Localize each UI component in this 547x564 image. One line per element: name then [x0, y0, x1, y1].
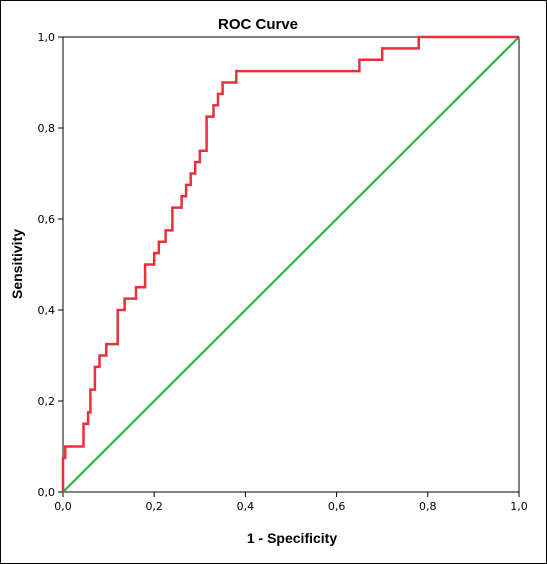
- y-tick-label: 0,0: [38, 486, 56, 499]
- x-tick-label: 0,8: [419, 500, 437, 513]
- x-tick-label: 0,6: [328, 500, 346, 513]
- y-tick-label: 0,4: [38, 304, 56, 317]
- x-tick-label: 0,4: [237, 500, 255, 513]
- y-tick-label: 0,8: [38, 122, 56, 135]
- reference-diagonal-line: [62, 36, 520, 493]
- y-tick-label: 1,0: [38, 31, 56, 44]
- series-group: [61, 35, 520, 493]
- plot-area: [62, 36, 520, 493]
- chart-title: ROC Curve: [218, 16, 298, 33]
- y-tick-label: 0,6: [38, 213, 56, 226]
- y-axis: 0,0 0,2 0,4 0,6 0,8 1,0: [38, 31, 63, 499]
- y-tick-label: 0,2: [38, 395, 56, 408]
- x-tick-label: 0,0: [54, 500, 72, 513]
- y-axis-label: Sensitivity: [9, 229, 25, 299]
- roc-curve-line: [61, 35, 519, 492]
- x-axis-label: 1 - Specificity: [247, 530, 337, 546]
- x-tick-label: 0,2: [145, 500, 163, 513]
- x-tick-label: 1,0: [510, 500, 528, 513]
- x-axis: 0,0 0,2 0,4 0,6 0,8 1,0: [54, 492, 528, 513]
